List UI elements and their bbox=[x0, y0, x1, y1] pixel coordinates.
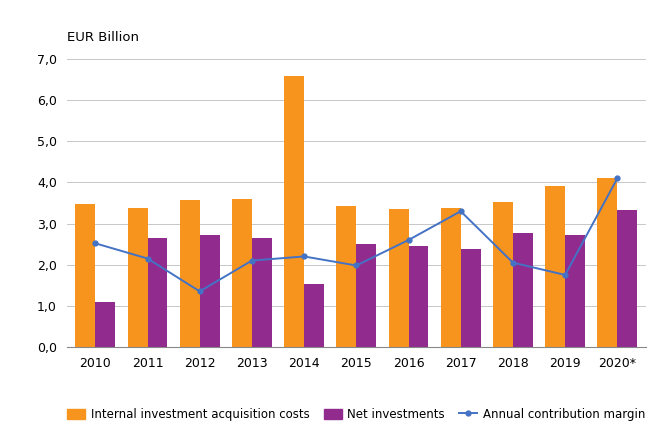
Bar bbox=[565, 235, 585, 347]
Bar bbox=[180, 200, 200, 347]
Bar bbox=[200, 235, 220, 347]
Bar bbox=[408, 246, 428, 347]
Text: EUR Billion: EUR Billion bbox=[67, 31, 139, 44]
Bar bbox=[75, 204, 95, 347]
Bar bbox=[232, 199, 252, 347]
Bar bbox=[461, 249, 481, 347]
Bar bbox=[95, 302, 115, 347]
Bar bbox=[252, 238, 272, 347]
Bar bbox=[304, 284, 324, 347]
Bar bbox=[597, 178, 617, 347]
Bar bbox=[513, 233, 533, 347]
Bar bbox=[493, 202, 513, 347]
Bar bbox=[356, 244, 376, 347]
Bar bbox=[441, 209, 461, 347]
Bar bbox=[284, 77, 304, 347]
Bar bbox=[128, 208, 147, 347]
Bar bbox=[545, 186, 565, 347]
Bar bbox=[147, 238, 167, 347]
Legend: Internal investment acquisition costs, Net investments, Annual contribution marg: Internal investment acquisition costs, N… bbox=[63, 403, 650, 423]
Bar bbox=[389, 209, 408, 347]
Bar bbox=[336, 206, 356, 347]
Bar bbox=[617, 210, 637, 347]
